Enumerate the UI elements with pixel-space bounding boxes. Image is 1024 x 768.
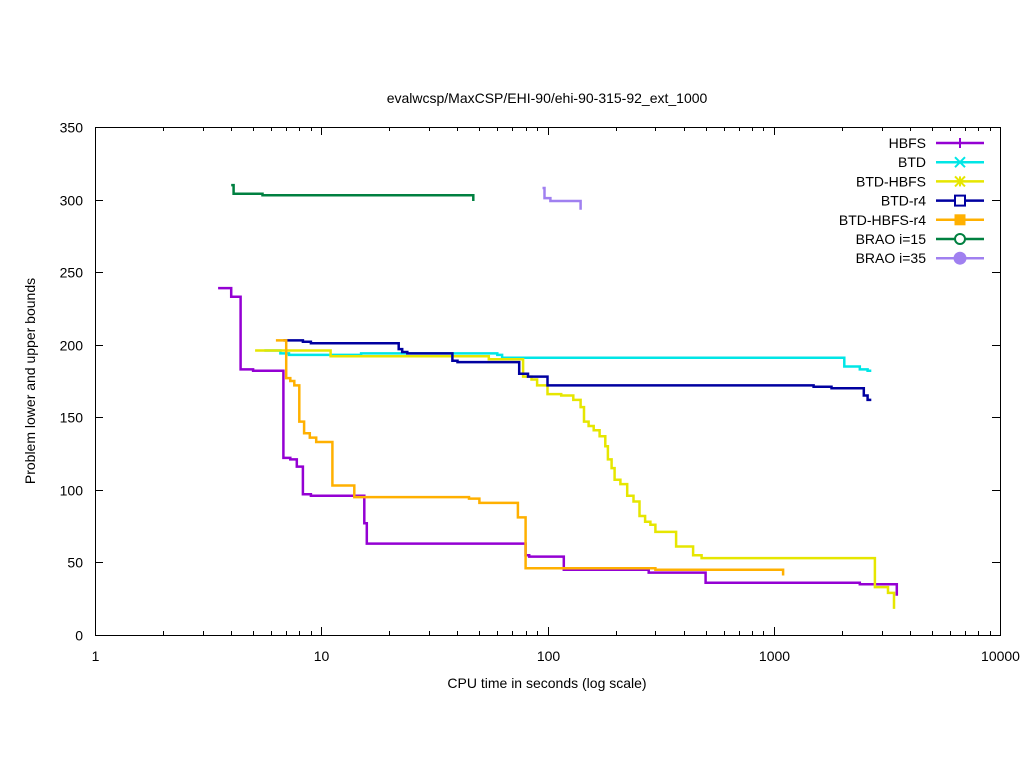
legend-entry: BTD-HBFS-r4	[839, 212, 984, 228]
legend-label: BTD-r4	[881, 193, 926, 209]
legend-marker	[955, 138, 965, 148]
axes: 0 50 100 150 200 250 300 350 1 10 100 1000 10000	[60, 120, 1021, 665]
y-tick-label: 150	[60, 410, 84, 426]
y-axis-label: Problem lower and upper bounds	[22, 278, 38, 484]
x-tick-label: 100	[537, 648, 561, 664]
legend-entry: BTD-HBFS	[856, 173, 984, 189]
legend-marker	[953, 251, 967, 265]
x-tick-label: 10	[314, 648, 330, 664]
x-tick-label: 1	[92, 648, 100, 664]
x-axis-label: CPU time in seconds (log scale)	[447, 675, 646, 691]
legend-label: BTD-HBFS	[856, 173, 926, 189]
series-line-brao-i-15	[231, 183, 475, 201]
x-tick-label: 1000	[759, 648, 790, 664]
legend-label: BTD	[898, 154, 926, 170]
legend-label: BRAO i=15	[856, 231, 927, 247]
y-tick-label: 0	[75, 628, 83, 644]
y-tick-label: 350	[60, 120, 84, 136]
chart-title: evalwcsp/MaxCSP/EHI-90/ehi-90-315-92_ext…	[387, 90, 708, 106]
y-tick-label: 300	[60, 193, 84, 209]
series-line-btd-r4	[283, 339, 872, 402]
y-tick-label: 50	[67, 555, 83, 571]
series-line-btd-hbfs	[255, 349, 896, 609]
series-line-btd-hbfs-r4	[275, 339, 785, 576]
legend: HBFS BTD BTD-HBFS BTD-r4 BTD-HBFS-r4 BRAO i=1…	[839, 135, 984, 266]
plot-series	[218, 183, 899, 609]
legend-entry: BTD	[898, 154, 984, 170]
legend-marker	[954, 194, 966, 207]
legend-label: HBFS	[889, 135, 926, 151]
legend-entry: BRAO i=35	[856, 250, 984, 266]
legend-marker	[954, 175, 966, 188]
series-line-brao-i-35	[542, 186, 582, 210]
legend-label: BTD-HBFS-r4	[839, 212, 926, 228]
legend-marker	[954, 233, 966, 245]
legend-marker	[954, 214, 966, 226]
y-tick-label: 250	[60, 265, 84, 281]
legend-entry: BRAO i=15	[856, 231, 984, 247]
legend-label: BRAO i=35	[856, 250, 927, 266]
plot-frame	[95, 127, 1001, 636]
series-line-hbfs	[218, 286, 899, 596]
legend-entry: BTD-r4	[881, 193, 984, 209]
y-tick-label: 100	[60, 483, 84, 499]
legend-marker	[954, 156, 966, 168]
legend-entry: HBFS	[889, 135, 984, 151]
series-line-btd	[264, 349, 872, 373]
y-tick-label: 200	[60, 338, 84, 354]
x-tick-label: 10000	[981, 648, 1020, 664]
